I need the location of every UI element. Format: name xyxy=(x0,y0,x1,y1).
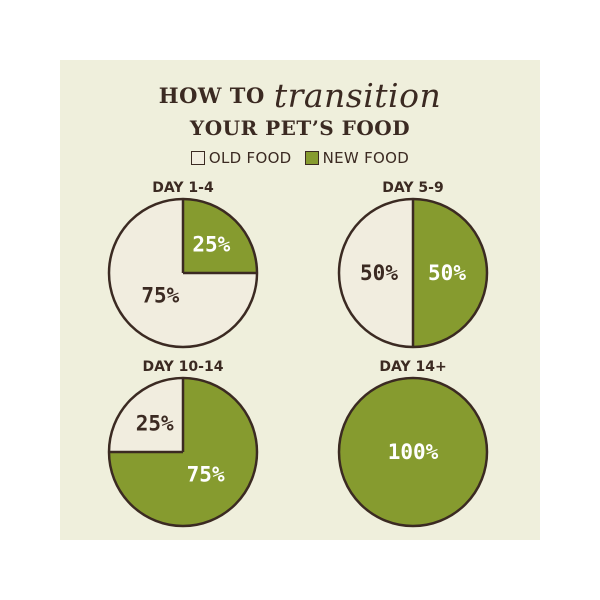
pie-outline xyxy=(107,197,259,349)
legend-label-new-food: NEW FOOD xyxy=(322,149,410,167)
pie-title: DAY 14+ xyxy=(379,359,446,375)
title-line-1: HOW TO transition xyxy=(60,76,540,115)
legend-item-old-food: OLD FOOD xyxy=(190,149,292,167)
title-line-2: YOUR PET’S FOOD xyxy=(189,116,411,140)
pie-title: DAY 10-14 xyxy=(143,359,224,375)
title-script-word: transition xyxy=(273,76,442,115)
pie-outline xyxy=(107,376,259,528)
infographic-panel: HOW TO transition YOUR PET’S FOOD OLD FO… xyxy=(60,60,540,540)
pie-charts: DAY 1-4 25% 75% DAY 5-9 50% 50% DAY 10-14 75% 25… xyxy=(107,180,489,528)
pie-chart-3: DAY 10-14 75% 25% xyxy=(107,359,259,528)
legend: OLD FOOD NEW FOOD xyxy=(60,149,540,167)
pie-chart-2: DAY 5-9 50% 50% xyxy=(337,180,489,349)
legend-swatch-new-food xyxy=(304,151,319,165)
pie-outline xyxy=(337,197,489,349)
pie-label-old-food: 75% xyxy=(141,284,179,308)
pie-chart-1: DAY 1-4 25% 75% xyxy=(107,180,259,349)
pie-slice-new-food xyxy=(339,378,487,526)
pie-outline xyxy=(337,376,489,528)
legend-item-new-food: NEW FOOD xyxy=(304,149,410,167)
pie-label-old-food: 25% xyxy=(136,412,174,436)
pie-label-new-food: 100% xyxy=(388,440,439,464)
legend-label-old-food: OLD FOOD xyxy=(208,149,292,167)
pie-title: DAY 5-9 xyxy=(382,180,443,196)
pie-slice-new-food xyxy=(183,199,257,273)
title-prefix: HOW TO xyxy=(158,83,265,108)
pie-label-new-food: 50% xyxy=(428,261,466,285)
pie-label-new-food: 75% xyxy=(187,463,225,487)
pie-chart-4: DAY 14+ 100% xyxy=(337,359,489,528)
pie-label-old-food: 50% xyxy=(360,261,398,285)
pie-slice-new-food xyxy=(413,199,487,347)
pie-title: DAY 1-4 xyxy=(152,180,214,196)
legend-swatch-old-food xyxy=(190,151,205,165)
pie-label-new-food: 25% xyxy=(192,233,230,257)
